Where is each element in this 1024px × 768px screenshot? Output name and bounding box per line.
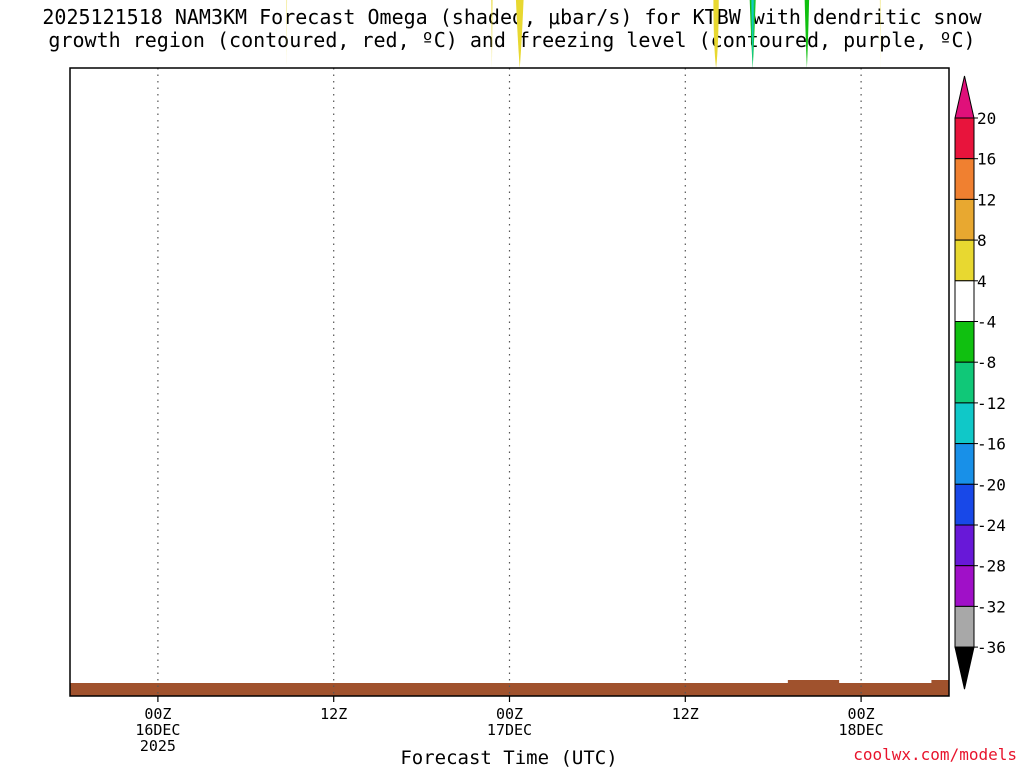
colorbar-swatch: [954, 280, 975, 322]
colorbar-label: -24: [977, 516, 1006, 535]
colorbar-top-arrow: [954, 75, 975, 119]
x-axis-label: Forecast Time (UTC): [400, 747, 617, 768]
colorbar-bottom-arrow: [954, 646, 975, 690]
ground-layer: [70, 680, 949, 696]
colorbar-label: -12: [977, 394, 1006, 413]
x-tick-label: 12Z: [320, 705, 347, 723]
colorbar-swatch: [954, 198, 975, 241]
colorbar-label: -20: [977, 475, 1006, 494]
colorbar-label: -28: [977, 557, 1006, 576]
colorbar-swatch: [954, 483, 975, 526]
colorbar-swatch: [954, 402, 975, 445]
omega-region-4: [751, 0, 754, 68]
ground-bump: [787, 680, 840, 684]
omega-region-7: [286, 0, 288, 68]
ground-bump: [931, 680, 949, 684]
omega-region-6: [491, 0, 493, 68]
ground-strip: [70, 683, 949, 696]
grid-lines: [157, 68, 862, 696]
title-line-1: 2025121518 NAM3KM Forecast Omega (shaded…: [42, 5, 982, 29]
chart-title: 2025121518 NAM3KM Forecast Omega (shaded…: [0, 6, 1024, 52]
x-tick-label: 12Z: [672, 705, 699, 723]
colorbar-label: 20: [977, 109, 996, 128]
x-tick-label: 00Z: [848, 705, 875, 723]
colorbar-label: 12: [977, 190, 996, 209]
colorbar-swatch: [954, 239, 975, 282]
colorbar-swatch: [954, 321, 975, 363]
x-tick-label: 2025: [140, 737, 176, 755]
colorbar-label: -16: [977, 435, 1006, 454]
x-tick-label: 00Z: [144, 705, 171, 723]
colorbar-label: -36: [977, 638, 1006, 657]
colorbar-label: 4: [977, 272, 987, 291]
colorbar-label: 8: [977, 231, 987, 250]
colorbar-swatch: [954, 158, 975, 200]
colorbar-swatch: [954, 117, 975, 160]
omega-shading: [286, 0, 881, 68]
x-tick-label: 00Z: [496, 705, 523, 723]
colorbar-swatch: [954, 361, 975, 404]
colorbar-swatch: [954, 565, 975, 607]
x-tick-label: 17DEC: [487, 721, 532, 739]
colorbar: 20 16 12 8 4 -4 -8 -12 -16 -20 -24 -28 -32 -36: [954, 75, 1006, 690]
colorbar-label: -32: [977, 597, 1006, 616]
omega-region-8: [879, 0, 881, 68]
colorbar-swatch: [954, 443, 975, 485]
colorbar-swatch: [954, 524, 975, 567]
omega-region-5: [804, 0, 810, 68]
omega-region-0: [713, 0, 719, 68]
credit-text: coolwx.com/models: [853, 745, 1017, 764]
colorbar-label: -4: [977, 313, 996, 332]
colorbar-swatch: [954, 605, 975, 648]
colorbar-label: 16: [977, 150, 996, 169]
x-tick-label: 18DEC: [839, 721, 884, 739]
colorbar-label: -8: [977, 353, 996, 372]
x-tick-label: 16DEC: [135, 721, 180, 739]
title-line-2: growth region (contoured, red, ºC) and f…: [48, 28, 976, 52]
omega-region-1: [515, 0, 524, 68]
